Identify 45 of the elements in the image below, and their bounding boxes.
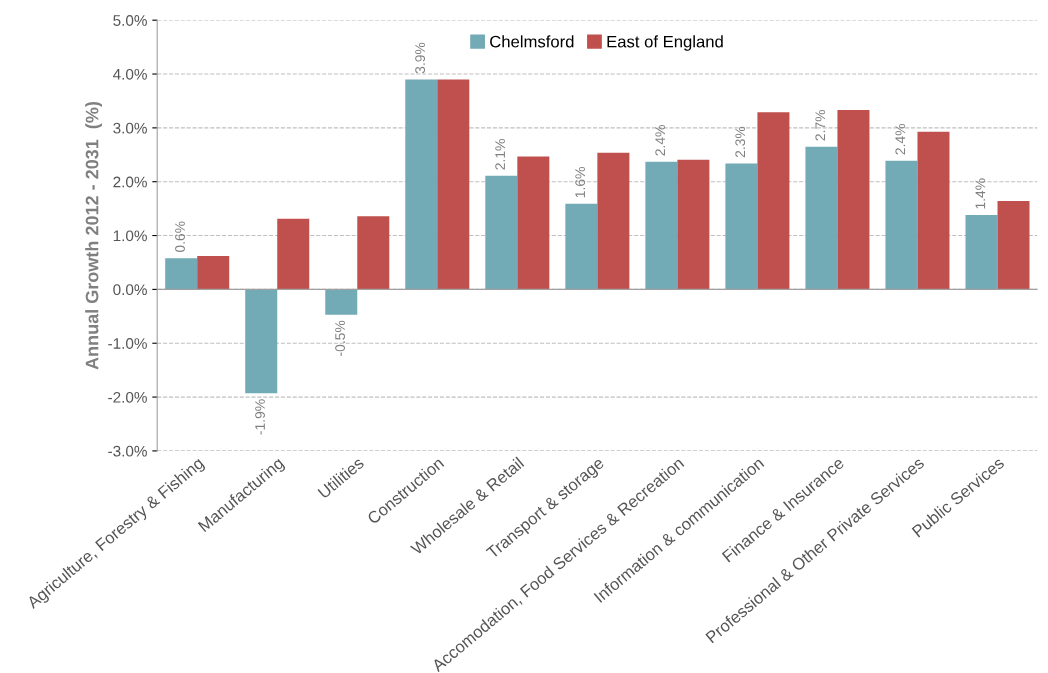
bar: [885, 160, 918, 290]
y-tick-label: 4.0%: [113, 68, 147, 80]
data-label: -0.5%: [335, 320, 345, 356]
legend-label: East of England: [607, 35, 723, 51]
bar: [597, 152, 630, 290]
data-label: 2.1%: [495, 139, 505, 170]
bar: [517, 156, 550, 290]
data-label: 3.9%: [415, 42, 426, 74]
bar: [357, 216, 390, 290]
y-axis-title: Annual Growth 2012 - 2031 (%): [85, 101, 103, 370]
bar: [725, 163, 758, 290]
bar: [165, 258, 198, 290]
bar: [245, 289, 278, 394]
bar: [325, 289, 358, 315]
data-label: 2.7%: [815, 110, 826, 141]
y-tick-label: -1.0%: [108, 338, 147, 349]
data-label: 2.4%: [895, 123, 906, 155]
bar: [437, 79, 470, 290]
bar: [677, 159, 710, 290]
data-label: -1.9%: [255, 399, 265, 435]
bar: [805, 146, 838, 290]
y-tick-label: 1.0%: [113, 230, 147, 242]
data-label: 0.6%: [175, 221, 185, 253]
y-tick-label: -3.0%: [108, 445, 147, 457]
legend-label: Chelmsford: [490, 35, 574, 48]
bar: [837, 110, 870, 290]
bar: [405, 79, 438, 290]
data-label: 2.4%: [655, 125, 666, 156]
y-tick-label: 3.0%: [113, 122, 147, 134]
bar: [565, 203, 598, 290]
data-label: 1.4%: [975, 178, 986, 209]
bar: [965, 215, 998, 290]
bar: [917, 131, 950, 290]
bar: [197, 256, 230, 290]
data-label: 2.3%: [735, 126, 746, 158]
data-label: 1.6%: [575, 167, 586, 198]
bar: [277, 218, 310, 290]
bar: [485, 175, 518, 290]
bar: [997, 201, 1030, 290]
y-tick-label: 2.0%: [113, 176, 147, 188]
bar: [645, 161, 678, 290]
y-tick-label: 5.0%: [113, 15, 147, 26]
y-tick-label: -2.0%: [108, 391, 147, 403]
bar: [757, 112, 790, 290]
y-tick-label: 0.0%: [113, 284, 147, 296]
